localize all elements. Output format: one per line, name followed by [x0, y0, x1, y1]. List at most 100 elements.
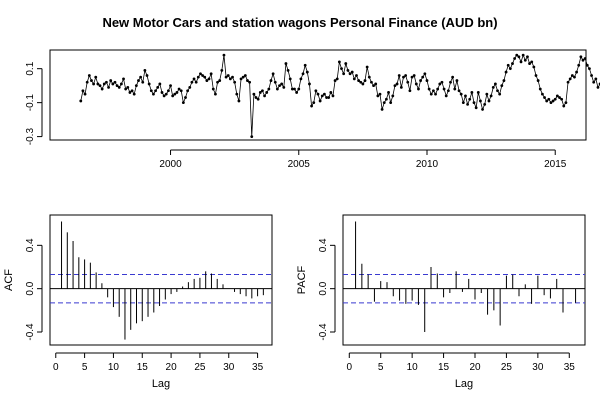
pacf-x-tick-label: 35	[564, 362, 576, 373]
ts-data-point	[402, 75, 405, 79]
ts-data-point	[248, 80, 252, 84]
ts-data-point	[419, 79, 422, 82]
ts-data-point	[380, 108, 384, 111]
ts-data-point	[241, 75, 245, 79]
ts-data-point	[102, 82, 106, 86]
ts-data-point	[376, 94, 380, 98]
pacf-x-tick-label: 30	[532, 362, 544, 373]
chart-title: New Motor Cars and station wagons Person…	[102, 15, 497, 30]
ts-data-point	[558, 96, 561, 99]
ts-data-point	[344, 62, 348, 65]
ts-y-tick-label: -0.3	[25, 128, 36, 146]
ts-data-point	[250, 135, 254, 139]
ts-data-point	[513, 57, 517, 60]
ts-data-point	[293, 87, 296, 91]
ts-data-point	[438, 82, 442, 86]
ts-data-point	[305, 70, 309, 74]
ts-data-point	[355, 74, 358, 77]
ts-data-point	[79, 99, 83, 103]
ts-data-point	[357, 79, 361, 82]
ts-data-point	[143, 68, 147, 72]
ts-data-point	[455, 79, 459, 82]
ts-series-line	[80, 53, 600, 137]
ts-data-point	[493, 82, 497, 86]
ts-data-point	[261, 89, 264, 93]
ts-data-point	[320, 94, 324, 98]
ts-data-point	[218, 79, 222, 82]
ts-data-point	[414, 82, 418, 86]
ts-data-point	[273, 80, 277, 84]
ts-data-point	[188, 85, 192, 89]
ts-data-point	[290, 87, 294, 91]
ts-data-point	[179, 89, 183, 93]
ts-data-point	[130, 89, 134, 93]
ts-data-point	[399, 85, 403, 89]
acf-y-tick-label: 0.4	[25, 238, 36, 252]
ts-data-point	[340, 67, 343, 71]
ts-data-point	[278, 84, 281, 88]
ts-data-point	[585, 63, 589, 67]
ts-data-point	[282, 85, 286, 89]
ts-data-point	[243, 74, 247, 77]
ts-data-point	[299, 77, 303, 81]
ts-data-point	[436, 87, 440, 91]
ts-data-point	[295, 91, 299, 94]
ts-data-point	[423, 72, 427, 76]
ts-data-point	[329, 91, 333, 94]
ts-data-point	[528, 62, 531, 65]
acf-x-tick-label: 35	[252, 362, 264, 373]
ts-data-point	[175, 91, 179, 94]
ts-data-point	[487, 99, 491, 103]
ts-data-point	[466, 102, 469, 106]
ts-data-point	[237, 99, 241, 103]
ts-data-point	[81, 89, 85, 93]
ts-data-point	[323, 92, 326, 96]
ts-data-point	[211, 87, 215, 91]
ts-data-point	[94, 75, 98, 79]
ts-data-point	[325, 96, 328, 99]
ts-data-point	[308, 82, 311, 86]
ts-y-tick-label: -0.1	[25, 94, 36, 112]
acf-x-tick-label: 5	[82, 362, 88, 373]
ts-data-point	[545, 99, 549, 103]
ts-data-point	[496, 89, 499, 93]
ts-data-point	[162, 94, 166, 98]
ts-data-point	[196, 75, 200, 79]
ts-data-point	[543, 96, 546, 99]
ts-data-point	[444, 94, 448, 98]
ts-data-point	[158, 82, 162, 86]
ts-x-tick-label: 2000	[159, 159, 182, 170]
ts-data-point	[361, 82, 365, 86]
ts-data-point	[530, 60, 534, 64]
ts-data-point	[508, 67, 512, 71]
ts-data-point	[83, 92, 87, 96]
ts-data-point	[489, 94, 493, 98]
ts-data-point	[318, 99, 322, 103]
ts-data-point	[316, 92, 320, 96]
ts-data-point	[192, 77, 196, 81]
ts-data-point	[85, 80, 89, 84]
ts-x-tick-label: 2005	[288, 159, 311, 170]
ts-data-point	[346, 68, 350, 72]
ts-data-point	[476, 91, 480, 94]
ts-data-point	[239, 77, 243, 81]
ts-data-point	[181, 101, 185, 105]
ts-data-point	[190, 80, 194, 84]
ts-data-point	[207, 77, 211, 81]
ts-data-point	[491, 85, 495, 89]
ts-data-point	[258, 91, 262, 94]
ts-data-point	[457, 89, 461, 93]
ts-data-point	[254, 96, 258, 99]
ts-data-point	[536, 79, 540, 82]
ts-data-point	[395, 82, 399, 86]
pacf-x-tick-label: 25	[501, 362, 513, 373]
ts-data-point	[485, 92, 489, 96]
ts-data-point	[96, 82, 100, 86]
ts-data-point	[389, 101, 393, 105]
ts-data-point	[461, 101, 465, 105]
ts-data-point	[141, 80, 145, 84]
ts-data-point	[592, 80, 596, 84]
ts-data-point	[246, 79, 249, 82]
ts-data-point	[468, 97, 472, 101]
ts-data-point	[427, 87, 431, 91]
